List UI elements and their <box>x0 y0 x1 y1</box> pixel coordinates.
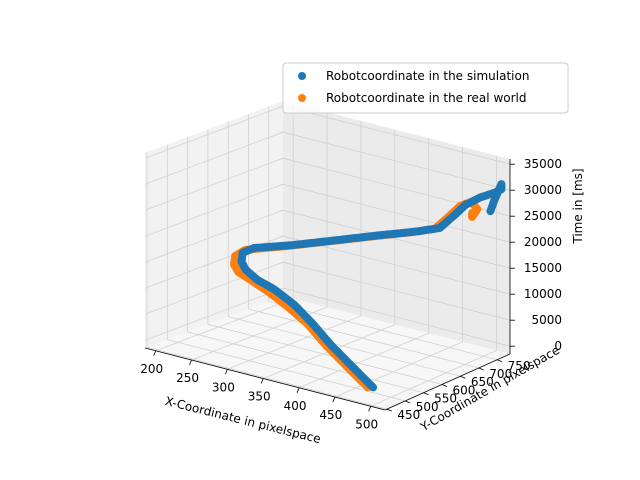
z-grid-line <box>144 235 511 295</box>
y-grid-line <box>248 114 479 369</box>
y-tick-label: 450 <box>397 408 420 422</box>
z-grid-line <box>144 183 511 243</box>
y-grid-line <box>146 152 387 410</box>
z-tick-label: 20000 <box>524 235 562 249</box>
z-tick-label: 15000 <box>524 261 562 275</box>
z-tick-label: 0 <box>554 339 562 353</box>
y-tick-mark <box>496 359 503 363</box>
y-grid-line <box>207 129 443 385</box>
data-point <box>468 209 477 218</box>
y-tick-label: 750 <box>508 359 531 373</box>
y-tick-label: 600 <box>453 383 476 397</box>
y-tick-label: 700 <box>489 367 512 381</box>
z-grid-line <box>144 157 511 217</box>
y-grid-line <box>166 144 406 402</box>
z-axis-label: Time in [ms] <box>571 168 585 244</box>
legend-frame <box>282 62 569 114</box>
y-grid-line <box>227 121 461 377</box>
z-grid-line <box>144 261 511 321</box>
x-tick-label: 300 <box>212 380 235 394</box>
x-grid-line <box>191 112 328 361</box>
back-pane <box>283 101 510 354</box>
y-tick-label: 550 <box>434 392 457 406</box>
legend: Robotcoordinate in the simulation Robotc… <box>282 62 569 114</box>
data-point <box>486 207 495 216</box>
legend-marker-real-world <box>298 94 306 102</box>
x-grid-line <box>227 120 362 370</box>
legend-marker-simulation <box>298 72 306 80</box>
y-tick-label: 650 <box>471 375 494 389</box>
grid-lines <box>144 103 511 410</box>
x-tick-mark <box>225 369 228 375</box>
y-axis-line <box>384 353 511 411</box>
y-tick-mark <box>478 367 484 371</box>
x-tick-label: 250 <box>176 371 199 385</box>
x-tick-mark <box>189 359 192 366</box>
x-tick-mark <box>332 396 336 403</box>
x-tick-label: 350 <box>248 390 271 404</box>
y-tick-mark <box>441 384 448 387</box>
x-grid-line <box>298 138 430 389</box>
z-grid-line <box>144 287 511 347</box>
x-tick-mark <box>296 387 300 393</box>
x-tick-mark <box>260 378 264 384</box>
x-grid-line <box>370 155 497 407</box>
x-tick-label: 400 <box>284 399 307 413</box>
y-tick-mark <box>386 408 392 412</box>
z-grid-line <box>144 209 511 269</box>
y-tick-mark <box>423 392 429 396</box>
x-tick-label: 450 <box>319 408 342 422</box>
x-tick-label: 200 <box>140 362 163 376</box>
y-grid-line <box>268 106 498 361</box>
x-tick-label: 500 <box>355 417 378 431</box>
z-grid-line <box>144 131 511 191</box>
floor-pane <box>145 296 510 410</box>
legend-label-simulation: Robotcoordinate in the simulation <box>326 69 529 83</box>
z-tick-label: 5000 <box>531 313 562 327</box>
y-tick-mark <box>405 400 411 404</box>
tick-labels: 2002503003504004505004505005506006507007… <box>140 157 562 431</box>
y-tick-label: 500 <box>416 400 439 414</box>
legend-label-real-world: Robotcoordinate in the real world <box>326 91 526 105</box>
z-tick-label: 25000 <box>524 209 562 223</box>
x-axis-line <box>144 347 386 411</box>
x-tick-mark <box>368 406 372 412</box>
x-grid-line <box>263 129 396 379</box>
z-tick-label: 35000 <box>524 157 562 171</box>
axes-panes <box>145 101 510 410</box>
data-points <box>230 180 506 392</box>
axis-lines <box>144 159 511 411</box>
z-tick-label: 30000 <box>524 183 562 197</box>
y-tick-mark <box>460 375 466 379</box>
series-0 <box>237 180 506 392</box>
z-tick-label: 10000 <box>524 287 562 301</box>
y-grid-line <box>187 136 424 394</box>
x-tick-mark <box>153 350 157 356</box>
x-grid-line <box>155 103 294 352</box>
